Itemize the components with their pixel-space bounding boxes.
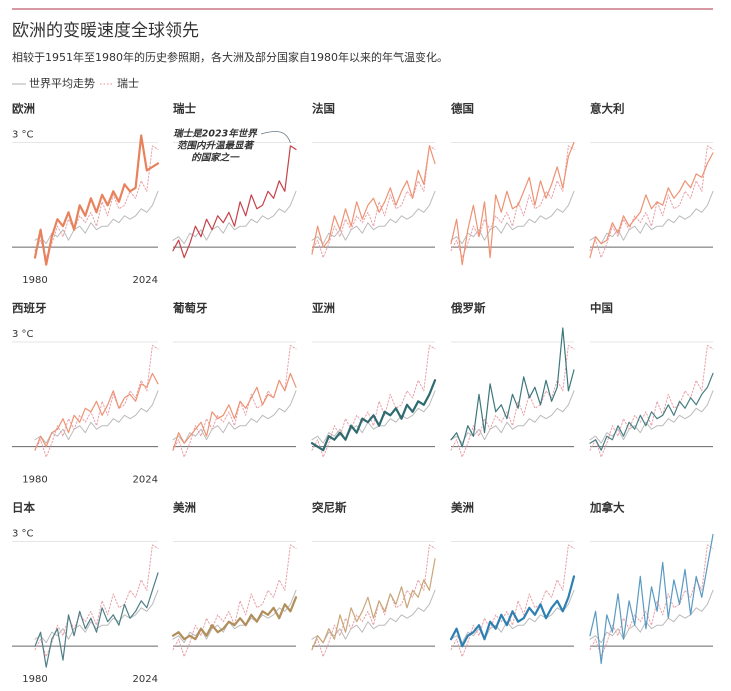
panel-title: 葡萄牙 — [172, 301, 208, 315]
panel-line — [311, 558, 436, 651]
reference-line — [34, 190, 159, 245]
reference-line — [589, 390, 714, 444]
panel-title: 意大利 — [590, 102, 625, 116]
panel-title: 中国 — [590, 301, 613, 315]
reference-line — [172, 190, 297, 245]
reference-line — [34, 344, 159, 458]
panel-title: 日本 — [12, 501, 35, 515]
x-tick-label: 1980 — [22, 674, 47, 685]
y-tick-label: 3 °C — [12, 528, 34, 539]
panel-line — [449, 575, 576, 648]
panel-line — [171, 596, 298, 641]
reference-line — [311, 390, 436, 444]
panel-line — [589, 372, 714, 451]
reference-line — [589, 344, 714, 458]
panel-title: 亚洲 — [312, 301, 335, 315]
x-tick-label: 2024 — [133, 674, 158, 685]
reference-line — [450, 145, 575, 259]
reference-line — [172, 344, 297, 458]
reference-line — [589, 544, 714, 658]
x-tick-label: 2024 — [133, 275, 158, 286]
panel-title: 西班牙 — [12, 301, 47, 315]
reference-line — [589, 589, 714, 644]
reference-line — [311, 344, 436, 458]
reference-line — [34, 544, 159, 658]
panel-line — [311, 145, 436, 255]
reference-line — [450, 190, 575, 245]
panel-line — [34, 372, 159, 451]
reference-line — [311, 190, 436, 245]
panel-line — [310, 379, 437, 452]
panel-title: 美洲 — [451, 501, 474, 515]
reference-line — [589, 190, 714, 245]
panel-title: 法国 — [312, 102, 335, 116]
panel-title: 加拿大 — [589, 501, 625, 515]
panel-line — [589, 152, 714, 259]
reference-line — [450, 344, 575, 458]
reference-line — [34, 145, 159, 259]
y-tick-label: 3 °C — [12, 129, 34, 140]
reference-line — [311, 145, 436, 259]
annotation: 瑞士是2023年世界 — [173, 128, 258, 140]
panel-title: 瑞士 — [173, 102, 196, 116]
panel-line — [34, 572, 159, 668]
panel-line — [589, 533, 714, 665]
x-tick-label: 1980 — [22, 475, 47, 486]
panel-title: 俄罗斯 — [450, 301, 486, 315]
annotation: 的国家之一 — [191, 152, 240, 164]
x-tick-label: 1980 — [22, 275, 47, 286]
subtitle: 相较于1951年至1980年的历史参照期，各大洲及部分国家自1980年以来的年气… — [12, 50, 448, 64]
reference-line — [34, 390, 159, 444]
panel-line — [172, 372, 297, 451]
reference-line — [589, 145, 714, 259]
reference-line — [34, 589, 159, 644]
reference-line — [311, 544, 436, 658]
y-tick-label: 3 °C — [12, 329, 34, 340]
reference-line — [450, 390, 575, 444]
reference-line — [172, 390, 297, 444]
annotation: 范围内升温最显著 — [177, 140, 255, 152]
panel-title: 欧洲 — [12, 102, 35, 116]
legend-label: 世界平均走势 — [29, 77, 95, 90]
legend-label: 瑞士 — [117, 76, 139, 90]
reference-line — [172, 544, 297, 658]
panel-line — [450, 327, 575, 448]
panel-line — [33, 134, 160, 266]
annotation-connector — [260, 131, 291, 144]
chart-title: 欧洲的变暖速度全球领先 — [12, 21, 199, 41]
panel-title: 德国 — [450, 102, 474, 116]
panel-line — [172, 145, 297, 259]
panel-title: 突尼斯 — [312, 501, 347, 515]
x-tick-label: 2024 — [133, 475, 158, 486]
panel-line — [450, 141, 575, 266]
reference-line — [450, 544, 575, 658]
panel-title: 美洲 — [173, 501, 196, 515]
